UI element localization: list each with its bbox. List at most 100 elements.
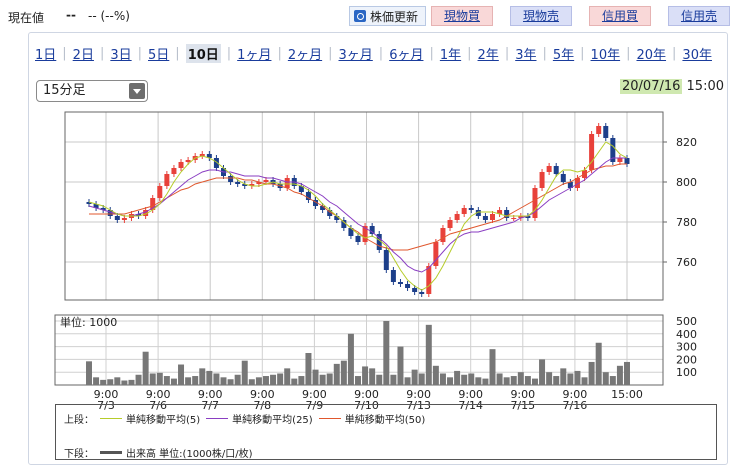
spot-sell-button[interactable]: 現物売 [510, 6, 572, 26]
ma5-line [88, 141, 628, 291]
volume-bar [567, 373, 574, 385]
volume-bar [454, 370, 461, 385]
period-tab-14[interactable]: 20年 [636, 47, 667, 63]
legend-ma5-swatch [100, 418, 122, 419]
volume-bar [220, 377, 227, 385]
candle-body [334, 216, 340, 220]
date-tick-label: 7/16 [563, 399, 588, 412]
timestamp-date: 20/07/16 [620, 79, 683, 94]
interval-select[interactable]: 15分足 [36, 80, 148, 102]
volume-bar [390, 374, 397, 385]
candle-body [86, 202, 92, 204]
candle-body [164, 174, 170, 186]
volume-bar [560, 368, 567, 385]
margin-buy-button[interactable]: 信用買 [589, 6, 651, 26]
period-tab-8[interactable]: 6ヶ月 [389, 47, 424, 63]
period-separator: | [580, 45, 585, 61]
period-tab-10[interactable]: 2年 [477, 47, 499, 63]
date-tick-label: 7/10 [354, 399, 379, 412]
time-tick-label: 9:00 [563, 388, 588, 401]
update-price-label: 株価更新 [370, 9, 419, 24]
volume-bar [404, 377, 411, 385]
date-tick-label: 7/6 [149, 399, 167, 412]
period-tab-4[interactable]: 10日 [185, 43, 221, 63]
date-tick-label: 7/8 [253, 399, 271, 412]
candle-body [107, 210, 113, 216]
candle-body [596, 126, 602, 134]
candle-body [475, 210, 481, 216]
spot-buy-button[interactable]: 現物買 [431, 6, 493, 26]
candle-body [525, 216, 531, 218]
volume-bar [425, 324, 432, 385]
candle-body [320, 206, 326, 210]
candle-body [256, 182, 262, 184]
volume-bar [326, 373, 333, 385]
period-tab-11[interactable]: 3年 [515, 47, 537, 63]
candle-body [341, 220, 347, 228]
period-separator: | [277, 45, 282, 61]
volume-bar [461, 374, 468, 385]
candle-body [213, 158, 219, 168]
candle-body [461, 208, 467, 214]
volume-bar [107, 379, 114, 385]
time-tick-label: 9:00 [94, 388, 119, 401]
price-axis: 760 780 800 820 [663, 136, 697, 269]
candle-body [426, 266, 432, 294]
period-tab-2[interactable]: 3日 [110, 47, 132, 63]
volume-bar [340, 360, 347, 385]
volume-tick-label: 100 [676, 366, 697, 379]
candle-body [447, 220, 453, 228]
ma25-line [88, 157, 627, 273]
period-tab-9[interactable]: 1年 [439, 47, 462, 63]
period-tab-13[interactable]: 10年 [590, 47, 621, 63]
candle-body [143, 210, 149, 216]
update-price-button[interactable]: 株価更新 [349, 6, 426, 26]
time-tick-label: 9:00 [198, 388, 223, 401]
chart-grid [55, 112, 663, 385]
candle-body [298, 186, 304, 192]
timestamp: 20/07/16 15:00 [620, 79, 724, 94]
period-tab-1[interactable]: 2日 [72, 47, 94, 63]
legend-ma50: 単純移動平均(50) [344, 415, 426, 426]
time-tick-label: 9:00 [458, 388, 483, 401]
date-tick-label: 7/7 [201, 399, 219, 412]
volume-bar [93, 377, 100, 385]
candle-body [454, 214, 460, 220]
volume-bar [553, 376, 560, 385]
candle-body [610, 138, 616, 162]
candle-body [617, 158, 623, 162]
candle-body [511, 218, 517, 219]
candle-body [305, 192, 311, 200]
period-tab-12[interactable]: 5年 [552, 47, 575, 63]
volume-bar [362, 366, 369, 385]
date-tick-label: 7/13 [406, 399, 431, 412]
candle-body [206, 154, 212, 158]
period-tab-15[interactable]: 30年 [682, 47, 712, 63]
volume-bar [213, 373, 220, 385]
volume-bar [163, 376, 170, 385]
price-tick-label: 780 [676, 216, 697, 229]
date-tick-label: 7/9 [306, 399, 324, 412]
volume-bar [234, 374, 241, 385]
current-price-label: 現在値 [8, 11, 45, 25]
candle-body [100, 208, 106, 210]
period-tab-3[interactable]: 5日 [148, 47, 170, 63]
candle-body [178, 162, 184, 168]
margin-sell-button[interactable]: 信用売 [668, 6, 730, 26]
legend-ma5: 単純移動平均(5) [126, 415, 201, 426]
candle-body [284, 178, 290, 188]
period-tab-0[interactable]: 1日 [35, 47, 57, 63]
volume-bar [312, 369, 319, 385]
period-tab-7[interactable]: 3ヶ月 [338, 47, 373, 63]
quote-bar: 現在値 -- -- (--%) 株価更新 現物買 現物売 信用買 信用売 [0, 0, 739, 30]
period-tab-5[interactable]: 1ヶ月 [237, 47, 272, 63]
volume-bar [262, 376, 269, 385]
period-separator: | [504, 45, 510, 61]
volume-bar [347, 333, 354, 385]
volume-bar [475, 377, 482, 385]
period-tab-6[interactable]: 2ヶ月 [287, 47, 323, 63]
candle-body [121, 218, 127, 220]
price-change: -- (--%) [88, 9, 130, 23]
time-tick-label: 9:00 [354, 388, 379, 401]
period-separator: | [626, 45, 631, 61]
